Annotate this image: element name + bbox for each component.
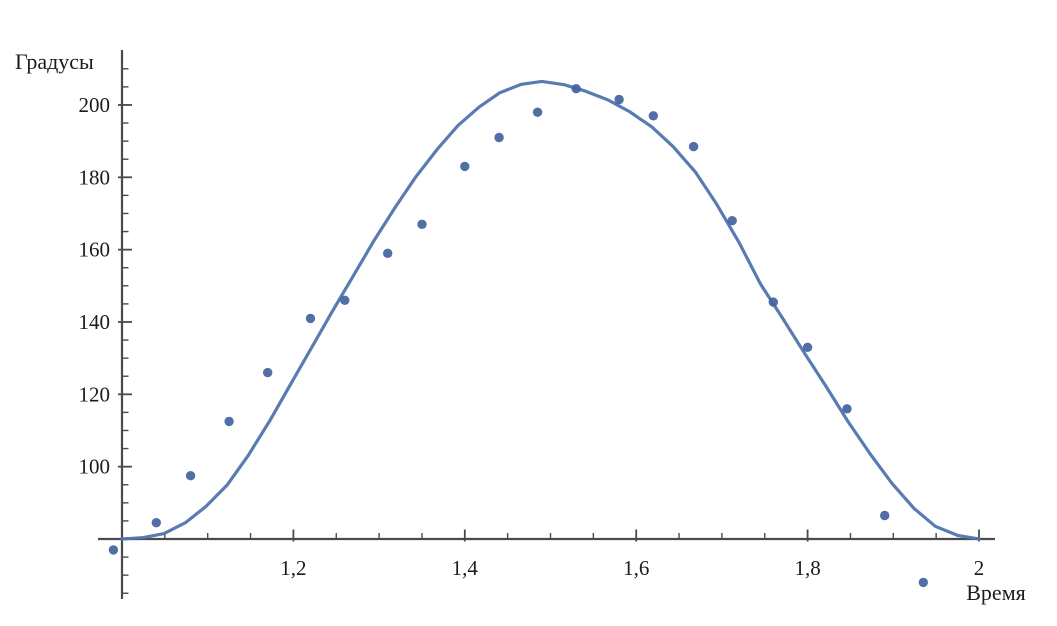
data-point	[417, 219, 427, 229]
y-tick-label: 200	[79, 93, 111, 117]
data-point	[460, 161, 470, 172]
x-tick-label: 1,2	[280, 556, 306, 580]
y-axis-title: Градусы	[15, 49, 94, 74]
data-point	[108, 545, 119, 555]
data-point	[688, 141, 699, 152]
x-tick-label: 2	[974, 556, 985, 580]
data-point	[727, 216, 737, 226]
data-point	[532, 107, 543, 117]
x-axis-title: Время	[966, 580, 1025, 605]
x-tick-label: 1,4	[452, 556, 479, 580]
y-tick-label: 140	[79, 310, 111, 334]
data-point	[340, 295, 350, 305]
data-point	[802, 342, 813, 352]
y-tick-label: 120	[79, 382, 111, 406]
data-point	[880, 510, 890, 521]
data-point	[305, 313, 316, 324]
y-tick-label: 100	[79, 455, 111, 479]
data-point	[571, 84, 581, 94]
data-point	[768, 297, 778, 307]
y-tick-label: 180	[79, 165, 111, 189]
data-point	[494, 132, 504, 143]
data-point	[383, 248, 393, 258]
data-point	[614, 94, 624, 105]
x-tick-label: 1,6	[623, 556, 649, 580]
data-point	[648, 111, 658, 121]
data-point	[842, 404, 852, 414]
data-point	[918, 577, 928, 588]
data-point	[185, 471, 196, 481]
data-point	[263, 367, 273, 378]
fitted-curve	[120, 79, 981, 541]
x-tick-label: 1,8	[794, 556, 820, 580]
data-point	[224, 416, 234, 427]
y-tick-label: 160	[79, 238, 111, 262]
data-point	[151, 518, 161, 528]
